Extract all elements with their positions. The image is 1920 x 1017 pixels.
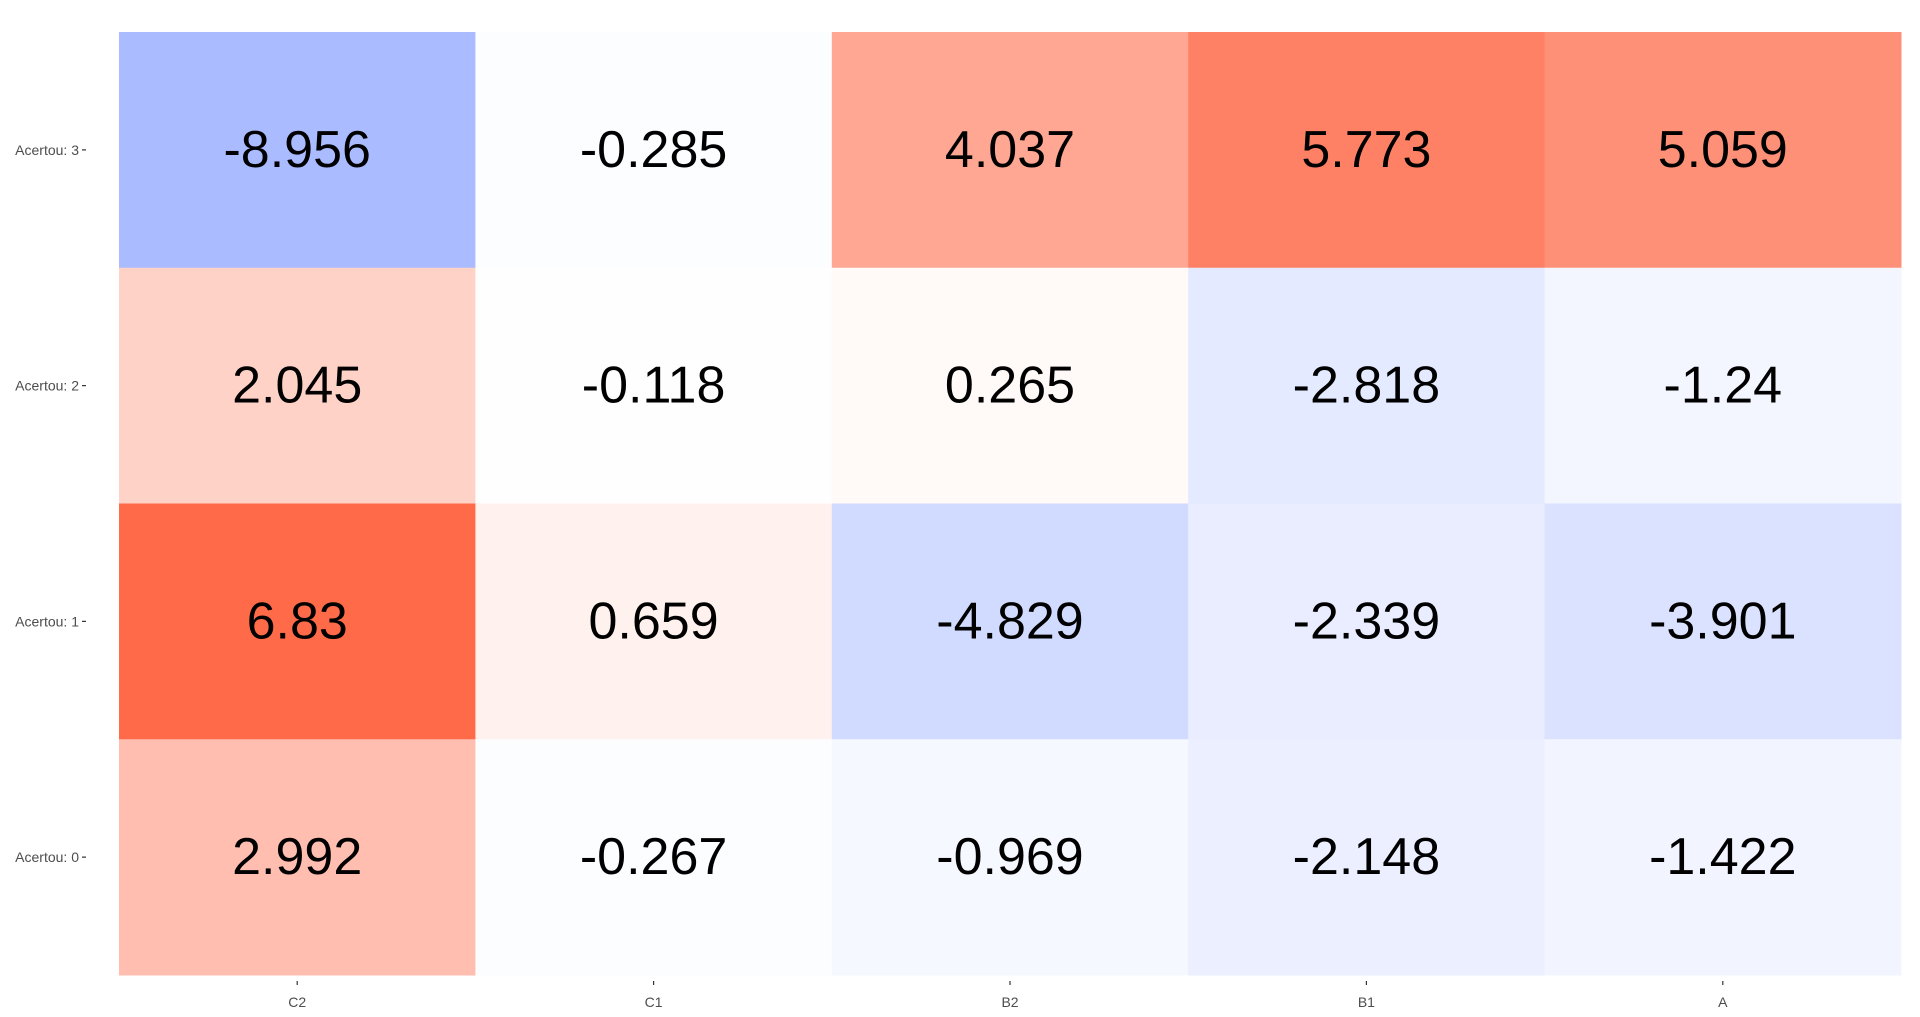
heatmap-cell xyxy=(475,503,833,740)
heatmap-cell xyxy=(1544,739,1902,976)
y-axis: Acertou: 3 Acertou: 2 Acertou: 1 Acertou: 0 xyxy=(15,142,86,865)
heatmap-cell xyxy=(119,503,476,740)
cell-value-label: -8.956 xyxy=(223,121,370,179)
cell-value-label: -3.901 xyxy=(1649,592,1796,650)
heatmap-cell xyxy=(831,739,1189,976)
cell-value-label: 5.059 xyxy=(1658,121,1788,179)
heatmap-cell xyxy=(1544,267,1902,504)
x-axis: C2 C1 B2 B1 A xyxy=(288,981,1728,1010)
cell-value-label: -1.422 xyxy=(1649,828,1796,886)
cell-value-label: -2.818 xyxy=(1293,357,1440,415)
cell-value-label: 2.045 xyxy=(232,357,362,415)
heatmap-cell xyxy=(119,267,476,504)
cell-value-label: -0.118 xyxy=(582,357,726,415)
heatmap-cell xyxy=(1188,267,1546,504)
heatmap-cell xyxy=(831,267,1189,504)
heatmap-cell xyxy=(1188,739,1546,976)
cell-value-label: -0.267 xyxy=(580,828,727,886)
x-axis-tick-label: C1 xyxy=(645,994,663,1010)
cell-value-label: -2.148 xyxy=(1293,828,1440,886)
cell-value-label: 4.037 xyxy=(945,121,1075,179)
heatmap-cell xyxy=(1544,32,1902,269)
heatmap-cell xyxy=(475,267,833,504)
heatmap-cell xyxy=(475,32,833,269)
x-axis-tick-label: C2 xyxy=(288,994,306,1010)
cell-value-label: -1.24 xyxy=(1664,357,1783,415)
y-axis-tick-label: Acertou: 2 xyxy=(15,378,79,394)
heatmap-cell xyxy=(831,32,1189,269)
cell-value-label: 0.659 xyxy=(589,592,719,650)
heatmap-cell xyxy=(1544,503,1902,740)
x-axis-tick-label: B1 xyxy=(1358,994,1375,1010)
cell-value-label: 5.773 xyxy=(1301,121,1431,179)
y-axis-tick-label: Acertou: 0 xyxy=(15,849,79,865)
cell-value-label: -2.339 xyxy=(1293,592,1440,650)
heatmap-cell xyxy=(831,503,1189,740)
y-axis-tick-label: Acertou: 1 xyxy=(15,613,79,629)
heatmap-cell xyxy=(119,32,476,269)
heatmap-cell xyxy=(1188,32,1546,269)
heatmap-cell xyxy=(1188,503,1546,740)
heatmap-cell-labels: -8.956 -0.285 4.037 5.773 5.059 2.045 -0.118 0.… xyxy=(223,121,1796,886)
heatmap-cell xyxy=(119,739,476,976)
x-axis-tick-label: B2 xyxy=(1001,994,1018,1010)
cell-value-label: 6.83 xyxy=(247,592,348,650)
x-axis-tick-label: A xyxy=(1718,994,1728,1010)
cell-value-label: -0.285 xyxy=(580,121,727,179)
cell-value-label: -4.829 xyxy=(936,592,1083,650)
cell-value-label: 2.992 xyxy=(232,828,362,886)
y-axis-tick-label: Acertou: 3 xyxy=(15,142,79,158)
heatmap-cell xyxy=(475,739,833,976)
cell-value-label: -0.969 xyxy=(936,828,1083,886)
heatmap-cells xyxy=(119,32,1902,976)
cell-value-label: 0.265 xyxy=(945,357,1075,415)
